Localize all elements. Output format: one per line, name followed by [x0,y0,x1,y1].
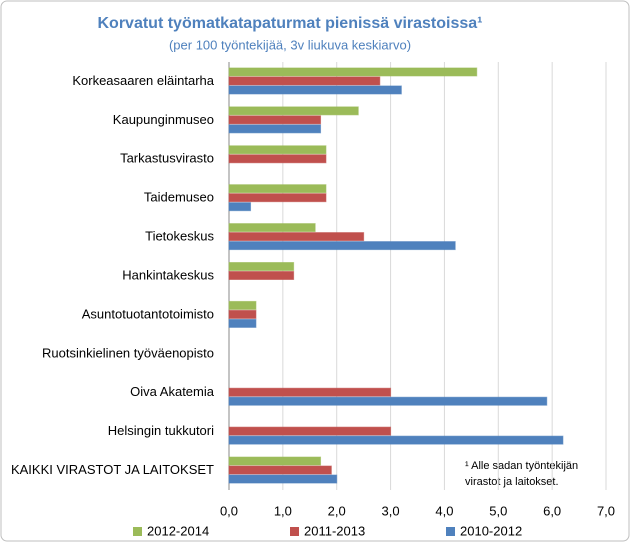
legend-label: 2012-2014 [147,523,209,538]
chart-title: Korvatut työmatkatapaturmat pienissä vir… [97,15,482,32]
bar [228,318,257,328]
y-tick-label: Asuntotuotantotoimisto [82,306,214,321]
bar [228,435,564,445]
legend-swatch [446,527,455,536]
y-tick-label: Oiva Akatemia [130,384,215,399]
legend-label: 2011-2013 [304,523,365,538]
y-tick-label: Kaupunginmuseo [113,112,214,127]
bar [228,202,252,212]
bar [228,271,295,280]
x-tick-label: 4,0 [435,503,453,518]
y-tick-label: Helsingin tukkutori [108,423,214,438]
bar [228,309,257,319]
legend-label: 2010-2012 [460,523,522,538]
chart-subtitle: (per 100 työntekijää, 3v liukuva keskiar… [169,37,411,52]
y-tick-label: Hankintakeskus [122,267,214,282]
bar [228,145,327,155]
bar [228,85,402,95]
bar [228,184,327,194]
bar [228,106,359,116]
x-tick-label: 6,0 [543,503,561,518]
bar [228,396,548,406]
bar [228,115,322,125]
x-tick-label: 1,0 [274,503,292,518]
x-tick-label: 3,0 [382,503,400,518]
bar [228,232,365,242]
bar [228,124,322,134]
bar [228,262,295,271]
bar [228,387,392,397]
bar [228,465,332,475]
legend-swatch [133,527,142,536]
bar [228,300,257,310]
x-tick-label: 7,0 [597,503,615,518]
y-tick-label: KAIKKI VIRASTOT JA LAITOKSET [11,462,214,477]
y-tick-label: Korkeasaaren eläintarha [72,73,214,88]
x-tick-label: 5,0 [489,503,507,518]
x-tick-label: 2,0 [328,503,346,518]
y-tick-label: Tietokeskus [145,229,214,244]
bar [228,193,327,203]
x-tick-label: 0,0 [220,503,238,518]
bar [228,474,338,484]
footnote: virastot ja laitokset. [465,476,559,488]
bar [228,456,322,466]
bar [228,223,316,233]
bar [228,241,456,251]
footnote: ¹ Alle sadan työntekijän [465,460,578,472]
bar [228,67,478,77]
y-tick-label: Taidemuseo [144,190,214,205]
y-tick-label: Tarkastusvirasto [120,151,214,166]
bar [228,154,327,164]
bar [228,76,381,86]
y-tick-label: Ruotsinkielinen työväenopisto [42,345,214,360]
bar [228,426,392,436]
legend-swatch [290,527,299,536]
